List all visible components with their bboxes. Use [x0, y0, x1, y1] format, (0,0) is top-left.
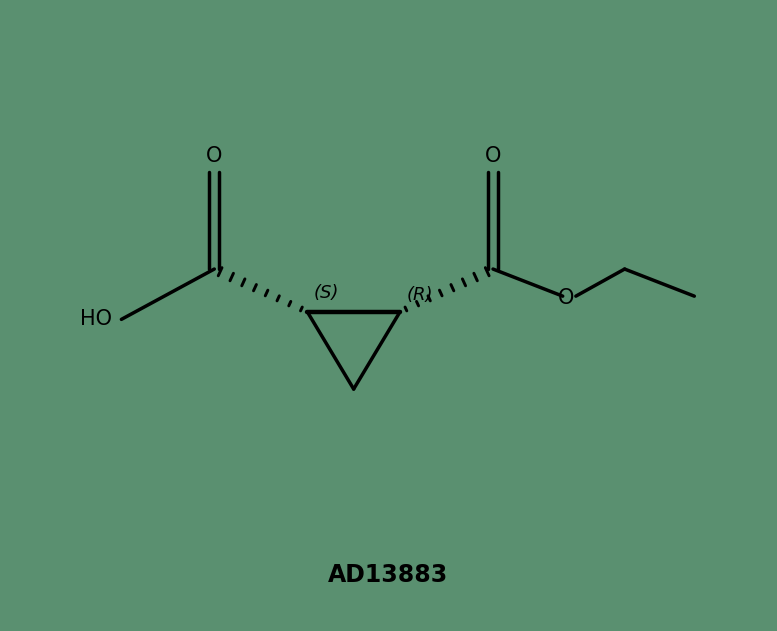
- Text: AD13883: AD13883: [329, 563, 448, 587]
- Text: (R): (R): [406, 286, 433, 304]
- Text: O: O: [485, 146, 501, 166]
- Text: O: O: [206, 146, 222, 166]
- Text: (S): (S): [313, 285, 339, 302]
- Text: O: O: [558, 288, 574, 308]
- Text: HO: HO: [80, 309, 112, 329]
